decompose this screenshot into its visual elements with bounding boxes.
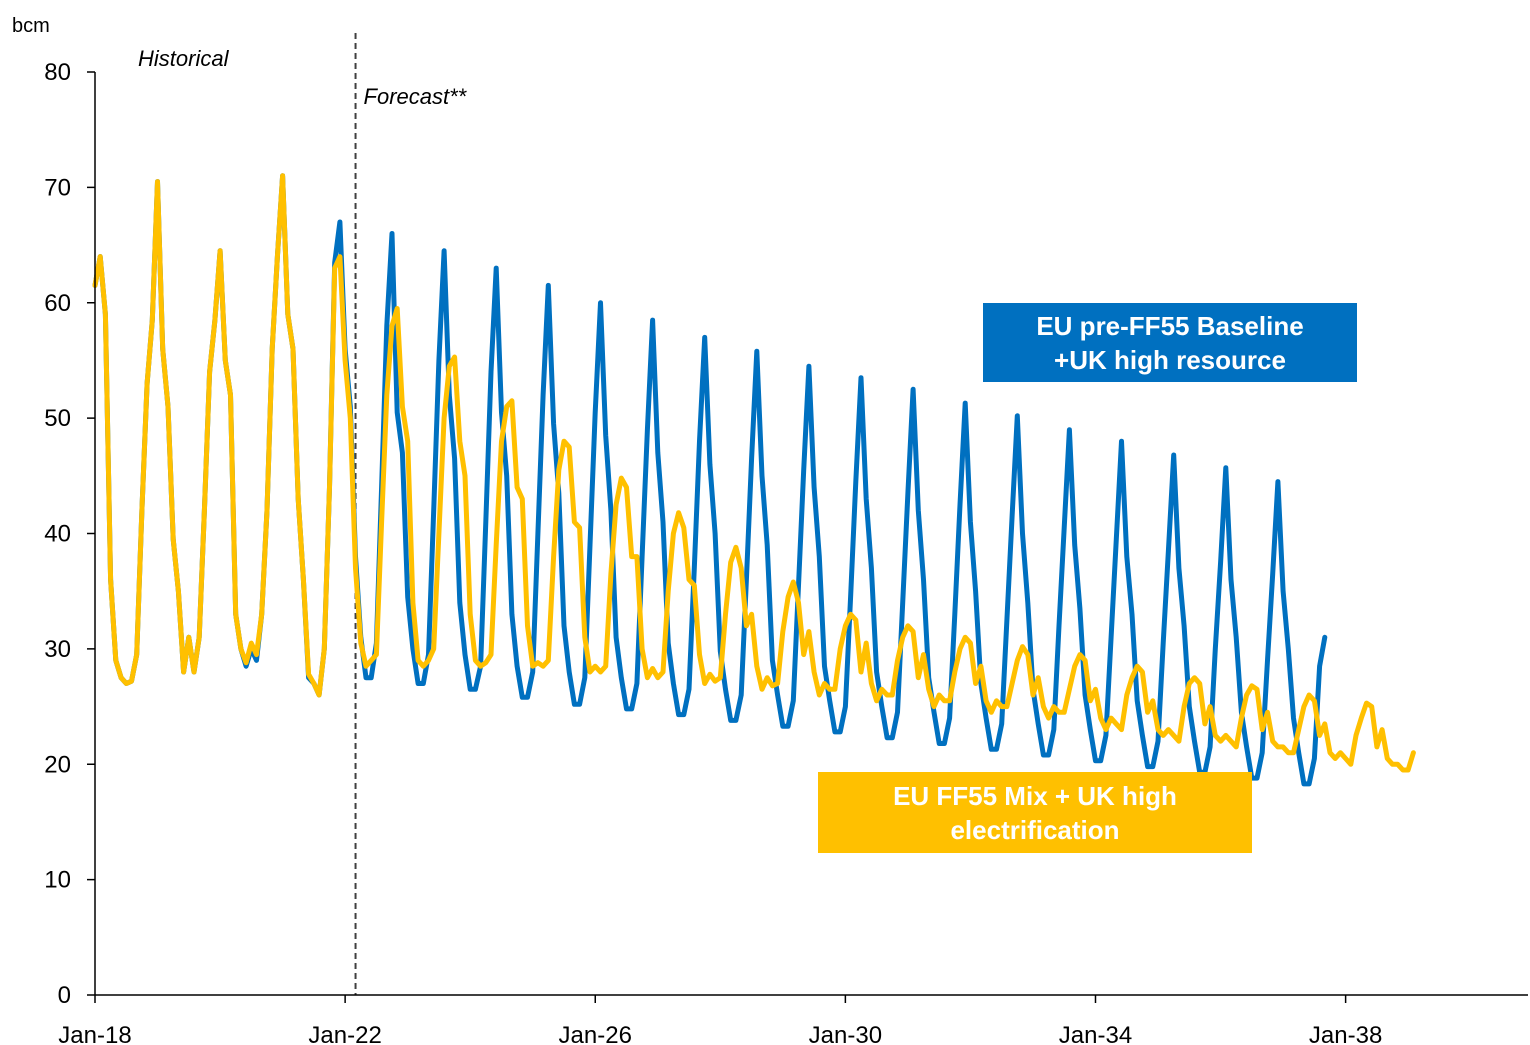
legend-baseline-label: EU pre-FF55 Baseline +UK high resource — [1036, 310, 1304, 375]
x-tick-label: Jan-18 — [58, 1022, 131, 1045]
x-tick-label: Jan-30 — [809, 1022, 882, 1045]
legend-ff55-label: EU FF55 Mix + UK high electrification — [893, 780, 1177, 845]
y-tick-label: 80 — [44, 59, 71, 86]
y-axis: 0 10 20 30 40 50 60 70 80 — [44, 59, 95, 1009]
x-tick-label: Jan-26 — [559, 1022, 632, 1045]
series-lines — [92, 173, 1416, 787]
x-tick-label: Jan-38 — [1309, 1022, 1382, 1045]
historical-label: Historical — [138, 46, 230, 71]
y-tick-label: 10 — [44, 867, 71, 894]
series-line-0 — [92, 173, 1328, 787]
y-tick-label: 20 — [44, 751, 71, 778]
legend-ff55-box: EU FF55 Mix + UK high electrification — [818, 772, 1252, 853]
y-tick-label: 70 — [44, 174, 71, 201]
y-tick-label: 40 — [44, 521, 71, 548]
x-tick-label: Jan-34 — [1059, 1022, 1132, 1045]
series-line-1 — [92, 173, 1416, 773]
y-tick-label: 30 — [44, 636, 71, 663]
forecast-label: Forecast** — [364, 84, 468, 109]
legend-baseline-box: EU pre-FF55 Baseline +UK high resource — [983, 303, 1357, 382]
y-tick-label: 0 — [58, 982, 71, 1009]
x-axis: Jan-18 Jan-22 Jan-26 Jan-30 Jan-34 Jan-38 — [58, 995, 1382, 1045]
x-tick-label: Jan-22 — [308, 1022, 381, 1045]
y-axis-unit-label: bcm — [12, 15, 50, 37]
y-tick-label: 60 — [44, 290, 71, 317]
y-tick-label: 50 — [44, 405, 71, 432]
